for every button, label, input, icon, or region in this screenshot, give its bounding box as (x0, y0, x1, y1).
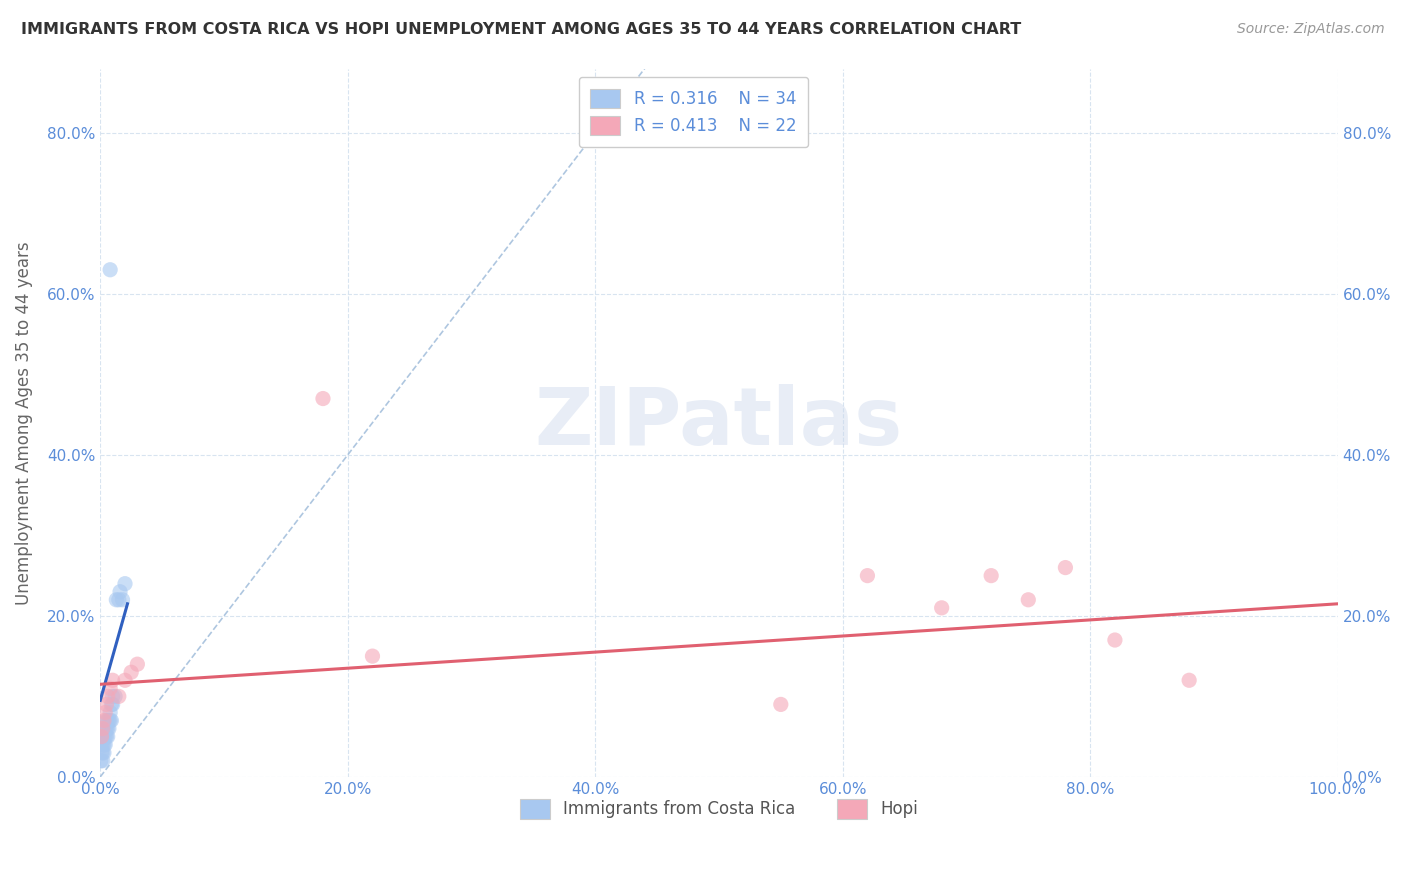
Point (1017, 592, 1039, 607)
Point (94, 722, 117, 736)
Point (98, 262, 121, 277)
Point (127, 657, 149, 672)
Point (91, 746, 114, 760)
Point (96, 714, 118, 728)
Point (97, 714, 120, 728)
Legend: Immigrants from Costa Rica, Hopi: Immigrants from Costa Rica, Hopi (513, 793, 925, 825)
Point (1178, 673, 1201, 688)
Point (91, 730, 114, 744)
Point (931, 600, 953, 615)
Point (114, 673, 136, 688)
Point (98, 706, 121, 720)
Point (108, 584, 131, 599)
Point (1104, 633, 1126, 648)
Point (114, 576, 136, 591)
Text: IMMIGRANTS FROM COSTA RICA VS HOPI UNEMPLOYMENT AMONG AGES 35 TO 44 YEARS CORREL: IMMIGRANTS FROM COSTA RICA VS HOPI UNEMP… (21, 22, 1021, 37)
Point (97, 722, 120, 736)
Point (93, 714, 115, 728)
Point (90, 754, 112, 768)
Point (980, 568, 1002, 582)
Point (94, 706, 117, 720)
Point (1054, 560, 1077, 574)
Point (98, 681, 121, 696)
Text: Source: ZipAtlas.com: Source: ZipAtlas.com (1237, 22, 1385, 37)
Point (91, 738, 114, 752)
Point (97, 722, 120, 736)
Y-axis label: Unemployment Among Ages 35 to 44 years: Unemployment Among Ages 35 to 44 years (15, 241, 32, 605)
Point (96, 730, 118, 744)
Point (100, 698, 122, 712)
Point (93, 738, 115, 752)
Point (96, 722, 118, 736)
Point (108, 690, 131, 704)
Point (98, 714, 121, 728)
Point (91, 754, 114, 768)
Point (90, 738, 112, 752)
Point (361, 649, 384, 664)
Point (90, 746, 112, 760)
Point (100, 714, 122, 728)
Point (93, 730, 115, 744)
Point (90, 730, 112, 744)
Point (120, 665, 142, 680)
Point (97, 730, 120, 744)
Point (97, 690, 120, 704)
Point (96, 698, 118, 712)
Point (94, 738, 117, 752)
Point (111, 592, 134, 607)
Point (769, 698, 792, 712)
Point (101, 690, 124, 704)
Point (91, 722, 114, 736)
Point (312, 392, 335, 406)
Point (108, 592, 131, 607)
Text: ZIPatlas: ZIPatlas (534, 384, 903, 462)
Point (94, 730, 117, 744)
Point (93, 746, 115, 760)
Point (101, 698, 124, 712)
Point (104, 690, 127, 704)
Point (856, 568, 879, 582)
Point (105, 592, 128, 607)
Point (97, 714, 120, 728)
Point (101, 673, 124, 688)
